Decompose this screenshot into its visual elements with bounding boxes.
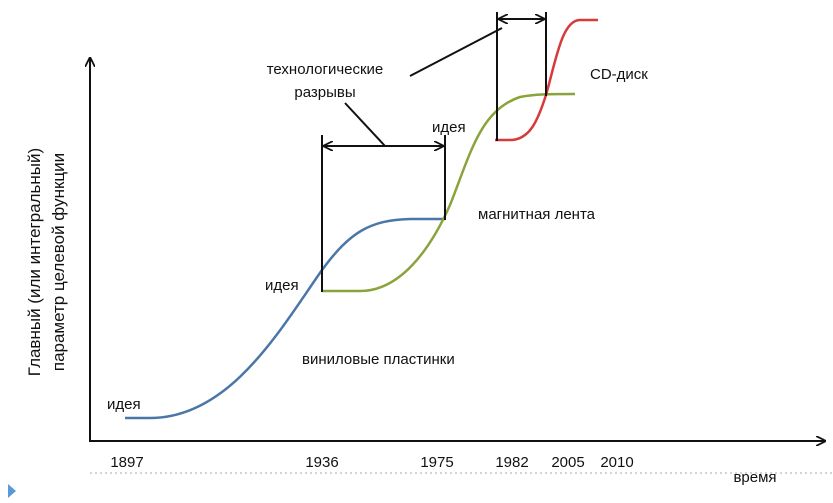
vinyl-curve — [125, 217, 445, 420]
tape-label: магнитная лента — [478, 206, 596, 223]
cd-label: CD-диск — [590, 66, 648, 83]
idea-label: идея — [107, 396, 141, 413]
x-tick-label: 1975 — [420, 454, 453, 471]
y-axis-title: Главный (или интегральный) параметр целе… — [25, 148, 68, 376]
y-axis-label: Главный (или интегральный) — [25, 148, 44, 376]
gap-label: разрывы — [294, 84, 355, 101]
x-tick-label: 1982 — [495, 454, 528, 471]
idea-label: идея — [265, 277, 299, 294]
x-tick-label: 1897 — [110, 454, 143, 471]
x-axis-label: время — [733, 469, 776, 486]
x-tick-label: 2010 — [600, 454, 633, 471]
gap-label: технологические — [267, 61, 384, 78]
pointer — [409, 27, 503, 77]
idea-label: идея — [432, 119, 466, 136]
x-tick-label: 2005 — [551, 454, 584, 471]
pointer — [344, 102, 386, 147]
x-tick-label: 1936 — [305, 454, 338, 471]
bullet — [8, 484, 16, 498]
y-axis-label: параметр целевой функции — [49, 153, 68, 371]
tape-curve — [322, 92, 576, 293]
vinyl-label: виниловые пластинки — [302, 351, 455, 368]
